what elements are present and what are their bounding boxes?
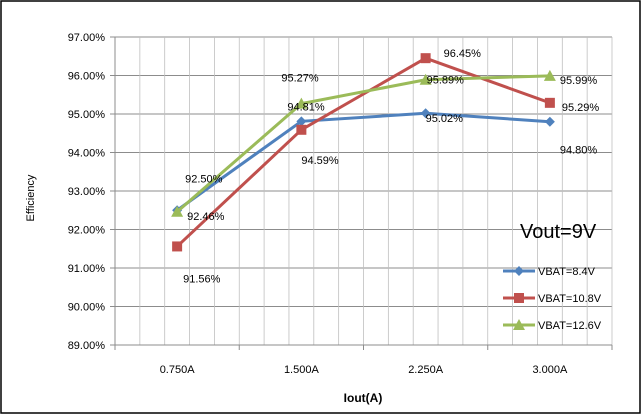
data-point <box>296 116 307 127</box>
legend: VBAT=8.4V VBAT=10.8V VBAT=12.6V <box>503 266 602 332</box>
x-tick-label: 0.750A <box>160 364 196 376</box>
data-label: 95.99% <box>560 75 598 87</box>
y-axis-title: Efficiency <box>25 174 37 221</box>
series-3 <box>171 69 556 217</box>
data-point <box>419 73 432 85</box>
series-line <box>176 74 550 213</box>
data-point <box>296 124 307 135</box>
series-2 <box>172 53 555 252</box>
data-point <box>544 116 555 127</box>
data-label: 92.46% <box>187 211 225 223</box>
tick-labels: 89.00% 90.00% 91.00% 92.00% 93.00% 94.00% 95.0… <box>68 32 568 376</box>
y-tick-label: 95.00% <box>68 109 106 121</box>
series-line <box>176 111 550 212</box>
data-label: 92.50% <box>185 173 223 185</box>
x-tick-label: 1.500A <box>284 364 320 376</box>
data-point <box>172 241 183 252</box>
series-line <box>176 56 551 248</box>
vout-annotation: Vout=9V <box>520 221 597 243</box>
data-label: 94.59% <box>301 155 339 167</box>
y-tick-label: 96.00% <box>68 71 106 83</box>
legend-swatch-marker <box>514 293 524 303</box>
legend-item: VBAT=10.8V <box>503 293 602 305</box>
y-tick-label: 93.00% <box>68 186 106 198</box>
data-point <box>171 205 184 217</box>
data-label: 95.29% <box>562 102 600 114</box>
data-label: 91.56% <box>183 273 221 285</box>
x-axis-title: Iout(A) <box>344 391 383 405</box>
data-point <box>544 97 555 108</box>
axes <box>110 36 613 350</box>
data-label: 96.45% <box>444 48 482 60</box>
data-point <box>295 97 308 109</box>
y-tick-label: 89.00% <box>68 340 106 352</box>
data-point <box>420 108 431 119</box>
data-label: 94.80% <box>560 145 598 157</box>
data-point <box>420 53 431 64</box>
y-tick-label: 97.00% <box>68 32 106 44</box>
legend-swatch-marker <box>513 319 525 330</box>
data-point <box>543 69 556 81</box>
data-label: 95.27% <box>281 73 319 85</box>
data-labels: 92.50% 94.81% 95.02% 94.80% 91.56% 94.59% 96.4… <box>183 48 599 285</box>
data-label: 94.81% <box>287 101 325 113</box>
y-tick-label: 92.00% <box>68 225 106 237</box>
x-tick-label: 3.000A <box>532 364 568 376</box>
legend-label: VBAT=12.6V <box>538 320 602 332</box>
series-group <box>171 53 556 252</box>
y-tick-label: 94.00% <box>68 148 106 160</box>
legend-item: VBAT=8.4V <box>503 266 596 278</box>
data-label: 95.02% <box>426 113 464 125</box>
x-tick-label: 2.250A <box>408 364 444 376</box>
legend-label: VBAT=10.8V <box>538 293 602 305</box>
data-label: 95.89% <box>427 75 465 87</box>
y-tick-label: 91.00% <box>68 263 106 275</box>
legend-item: VBAT=12.6V <box>503 319 602 332</box>
y-tick-label: 90.00% <box>68 302 106 314</box>
legend-swatch-marker <box>514 266 524 276</box>
legend-label: VBAT=8.4V <box>538 266 596 278</box>
